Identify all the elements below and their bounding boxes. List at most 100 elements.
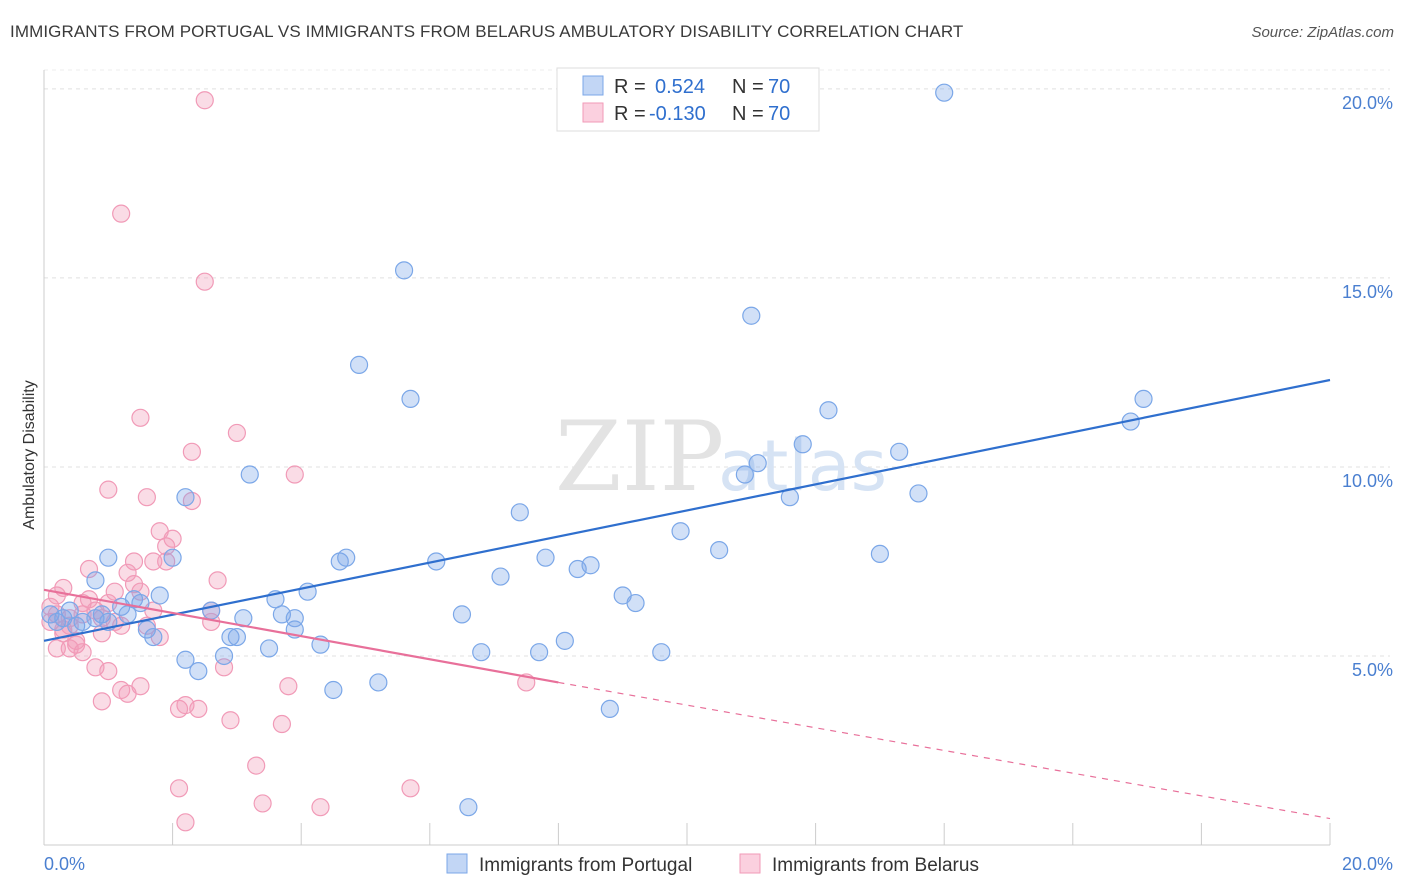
- portugal-point-55: [626, 593, 645, 613]
- belarus-point-41: [195, 272, 214, 291]
- legend-r-value-1: 0.524: [655, 76, 705, 98]
- belarus-point-43: [208, 571, 227, 590]
- belarus-point-25: [131, 677, 150, 696]
- belarus-point-29: [144, 552, 163, 571]
- portugal-point-10: [99, 548, 118, 567]
- y-tick-label-2: 15.0%: [1342, 282, 1393, 302]
- portugal-point-56: [652, 643, 671, 662]
- belarus-point-56: [131, 408, 150, 427]
- portugal-point-60: [748, 454, 767, 473]
- portugal-point-16: [144, 627, 163, 647]
- legend-n-label-2: N =: [732, 103, 764, 125]
- x-tick-label-max: 20.0%: [1342, 854, 1393, 874]
- belarus-point-59: [99, 480, 118, 499]
- portugal-point-25: [227, 627, 246, 647]
- belarus-point-40: [195, 91, 214, 110]
- portugal-point-43: [452, 605, 472, 624]
- belarus-point-19: [105, 582, 124, 601]
- portugal-point-50: [555, 631, 574, 650]
- portugal-point-53: [600, 699, 619, 719]
- bottom-legend-swatch-portugal: [446, 853, 468, 874]
- portugal-point-28: [259, 639, 279, 658]
- portugal-point-45: [472, 643, 491, 662]
- belarus-point-37: [176, 813, 195, 832]
- belarus-point-58: [189, 699, 208, 719]
- portugal-point-41: [401, 389, 420, 409]
- trendline-belarus: [43, 588, 559, 684]
- portugal-point-65: [870, 544, 890, 564]
- legend-n-value-1: 70: [768, 76, 790, 98]
- belarus-point-50: [279, 677, 298, 696]
- legend-r-label-2: R =: [614, 103, 646, 125]
- legend: R = 0.524 N = 70 R = -0.130 N = 70: [556, 67, 820, 132]
- belarus-point-53: [401, 779, 420, 798]
- portugal-point-64: [819, 401, 838, 420]
- watermark: ZIP atlas: [555, 401, 887, 513]
- legend-n-label-1: N =: [732, 76, 764, 98]
- belarus-point-63: [41, 597, 60, 616]
- portugal-point-7: [92, 605, 111, 624]
- portugal-point-9: [86, 571, 105, 590]
- belarus-point-39: [182, 442, 201, 461]
- portugal-point-23: [214, 646, 234, 666]
- chart-title: IMMIGRANTS FROM PORTUGAL VS IMMIGRANTS F…: [10, 22, 964, 41]
- portugal-point-27: [240, 465, 259, 484]
- y-tick-label-1: 10.0%: [1342, 471, 1393, 491]
- portugal-point-61: [742, 306, 761, 325]
- belarus-point-48: [253, 794, 272, 813]
- belarus-point-17: [99, 661, 118, 681]
- portugal-point-52: [581, 556, 600, 575]
- x-tick-marks: [43, 823, 1331, 845]
- portugal-point-49: [536, 548, 555, 567]
- belarus-point-33: [163, 529, 182, 548]
- belarus-point-46: [227, 423, 246, 443]
- source-label: Source: ZipAtlas.com: [1251, 24, 1394, 41]
- bottom-legend-swatch-belarus: [739, 853, 761, 874]
- portugal-point-48: [530, 643, 549, 662]
- portugal-point-59: [735, 465, 754, 484]
- series-belarus: [41, 91, 536, 832]
- legend-r-label-1: R =: [614, 76, 646, 98]
- belarus-point-61: [73, 643, 92, 662]
- x-tick-label-min: 0.0%: [44, 854, 85, 874]
- belarus-point-24: [124, 552, 144, 571]
- portugal-point-35: [324, 680, 343, 700]
- portugal-point-38: [349, 355, 369, 374]
- series-portugal: [41, 83, 1153, 817]
- legend-swatch-portugal: [582, 75, 604, 96]
- portugal-point-17: [150, 586, 169, 605]
- portugal-point-3: [60, 601, 79, 620]
- watermark-zip: ZIP: [555, 401, 724, 513]
- belarus-point-57: [137, 488, 156, 507]
- portugal-point-66: [890, 442, 909, 461]
- portugal-point-70: [935, 83, 954, 102]
- portugal-point-37: [337, 548, 356, 567]
- belarus-point-45: [221, 711, 240, 730]
- bottom-legend-label-belarus: Immigrants from Belarus: [772, 855, 979, 876]
- y-axis-title: Ambulatory Disability: [21, 380, 38, 529]
- grid-lines: [44, 69, 1390, 657]
- belarus-point-52: [311, 798, 330, 817]
- belarus-point-35: [169, 779, 189, 798]
- portugal-point-58: [710, 541, 729, 560]
- belarus-point-47: [247, 756, 266, 775]
- trendlines: [43, 378, 1331, 820]
- portugal-point-24: [221, 627, 240, 647]
- y-tick-label-3: 20.0%: [1342, 93, 1393, 113]
- portugal-point-69: [1134, 389, 1153, 409]
- portugal-point-39: [369, 673, 388, 692]
- portugal-point-19: [176, 488, 195, 507]
- trendline-belarus-projection: [558, 681, 1331, 820]
- belarus-point-55: [112, 204, 131, 223]
- portugal-point-18: [163, 548, 182, 567]
- portugal-point-20: [176, 650, 195, 669]
- portugal-point-63: [793, 435, 812, 454]
- belarus-point-31: [157, 537, 176, 556]
- portugal-point-40: [394, 261, 414, 280]
- trendline-portugal: [43, 378, 1331, 642]
- bottom-legend: Immigrants from Portugal Immigrants from…: [446, 853, 979, 876]
- y-tick-label-0: 5.0%: [1352, 660, 1393, 680]
- portugal-point-57: [671, 522, 690, 541]
- portugal-point-67: [909, 484, 928, 503]
- bottom-legend-label-portugal: Immigrants from Portugal: [479, 855, 692, 876]
